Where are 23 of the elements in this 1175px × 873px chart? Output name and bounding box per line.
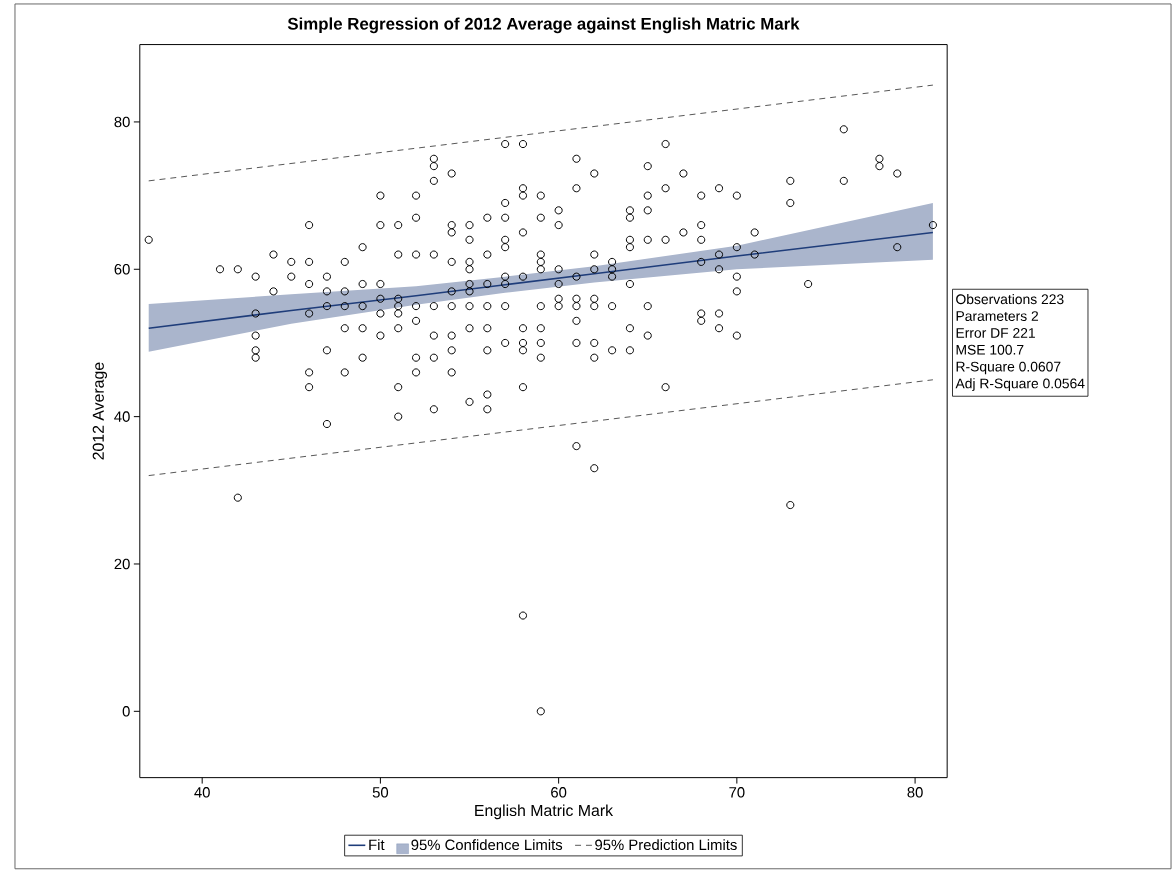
text: MSE 100.7 [956, 344, 1024, 355]
x-tick-label: 80 [907, 787, 923, 798]
text: Parameters 2 [956, 311, 1039, 322]
y-axis-title: 2012 Average [92, 362, 108, 460]
y-tick-label: 40 [114, 411, 130, 423]
legend-label: 95% Prediction Limits [595, 839, 737, 851]
text: Adj R-Square 0.0564 [955, 378, 1085, 392]
x-tick-label: 60 [551, 787, 567, 798]
y-tick-label: 60 [114, 264, 130, 275]
line-series [147, 231, 934, 330]
x-tick-label: 40 [194, 787, 210, 798]
text: Error DF 221 [956, 328, 1035, 338]
text: R-Square 0.0607 [956, 361, 1061, 375]
y-tick-label: 0 [122, 706, 130, 717]
x-axis-title: English Matric Mark [475, 804, 614, 820]
x-tick-label: 50 [372, 787, 389, 798]
legend-label: Fit [369, 839, 385, 851]
x-tick-label: 70 [729, 787, 745, 798]
text: Observations 223 [956, 294, 1064, 305]
y-tick-label: 80 [114, 116, 130, 128]
chart-title: Simple Regression of 2012 Average against English Matric Mark [287, 17, 800, 34]
y-tick-label: 20 [114, 558, 130, 570]
text: 95% Confidence Limits [411, 839, 563, 851]
